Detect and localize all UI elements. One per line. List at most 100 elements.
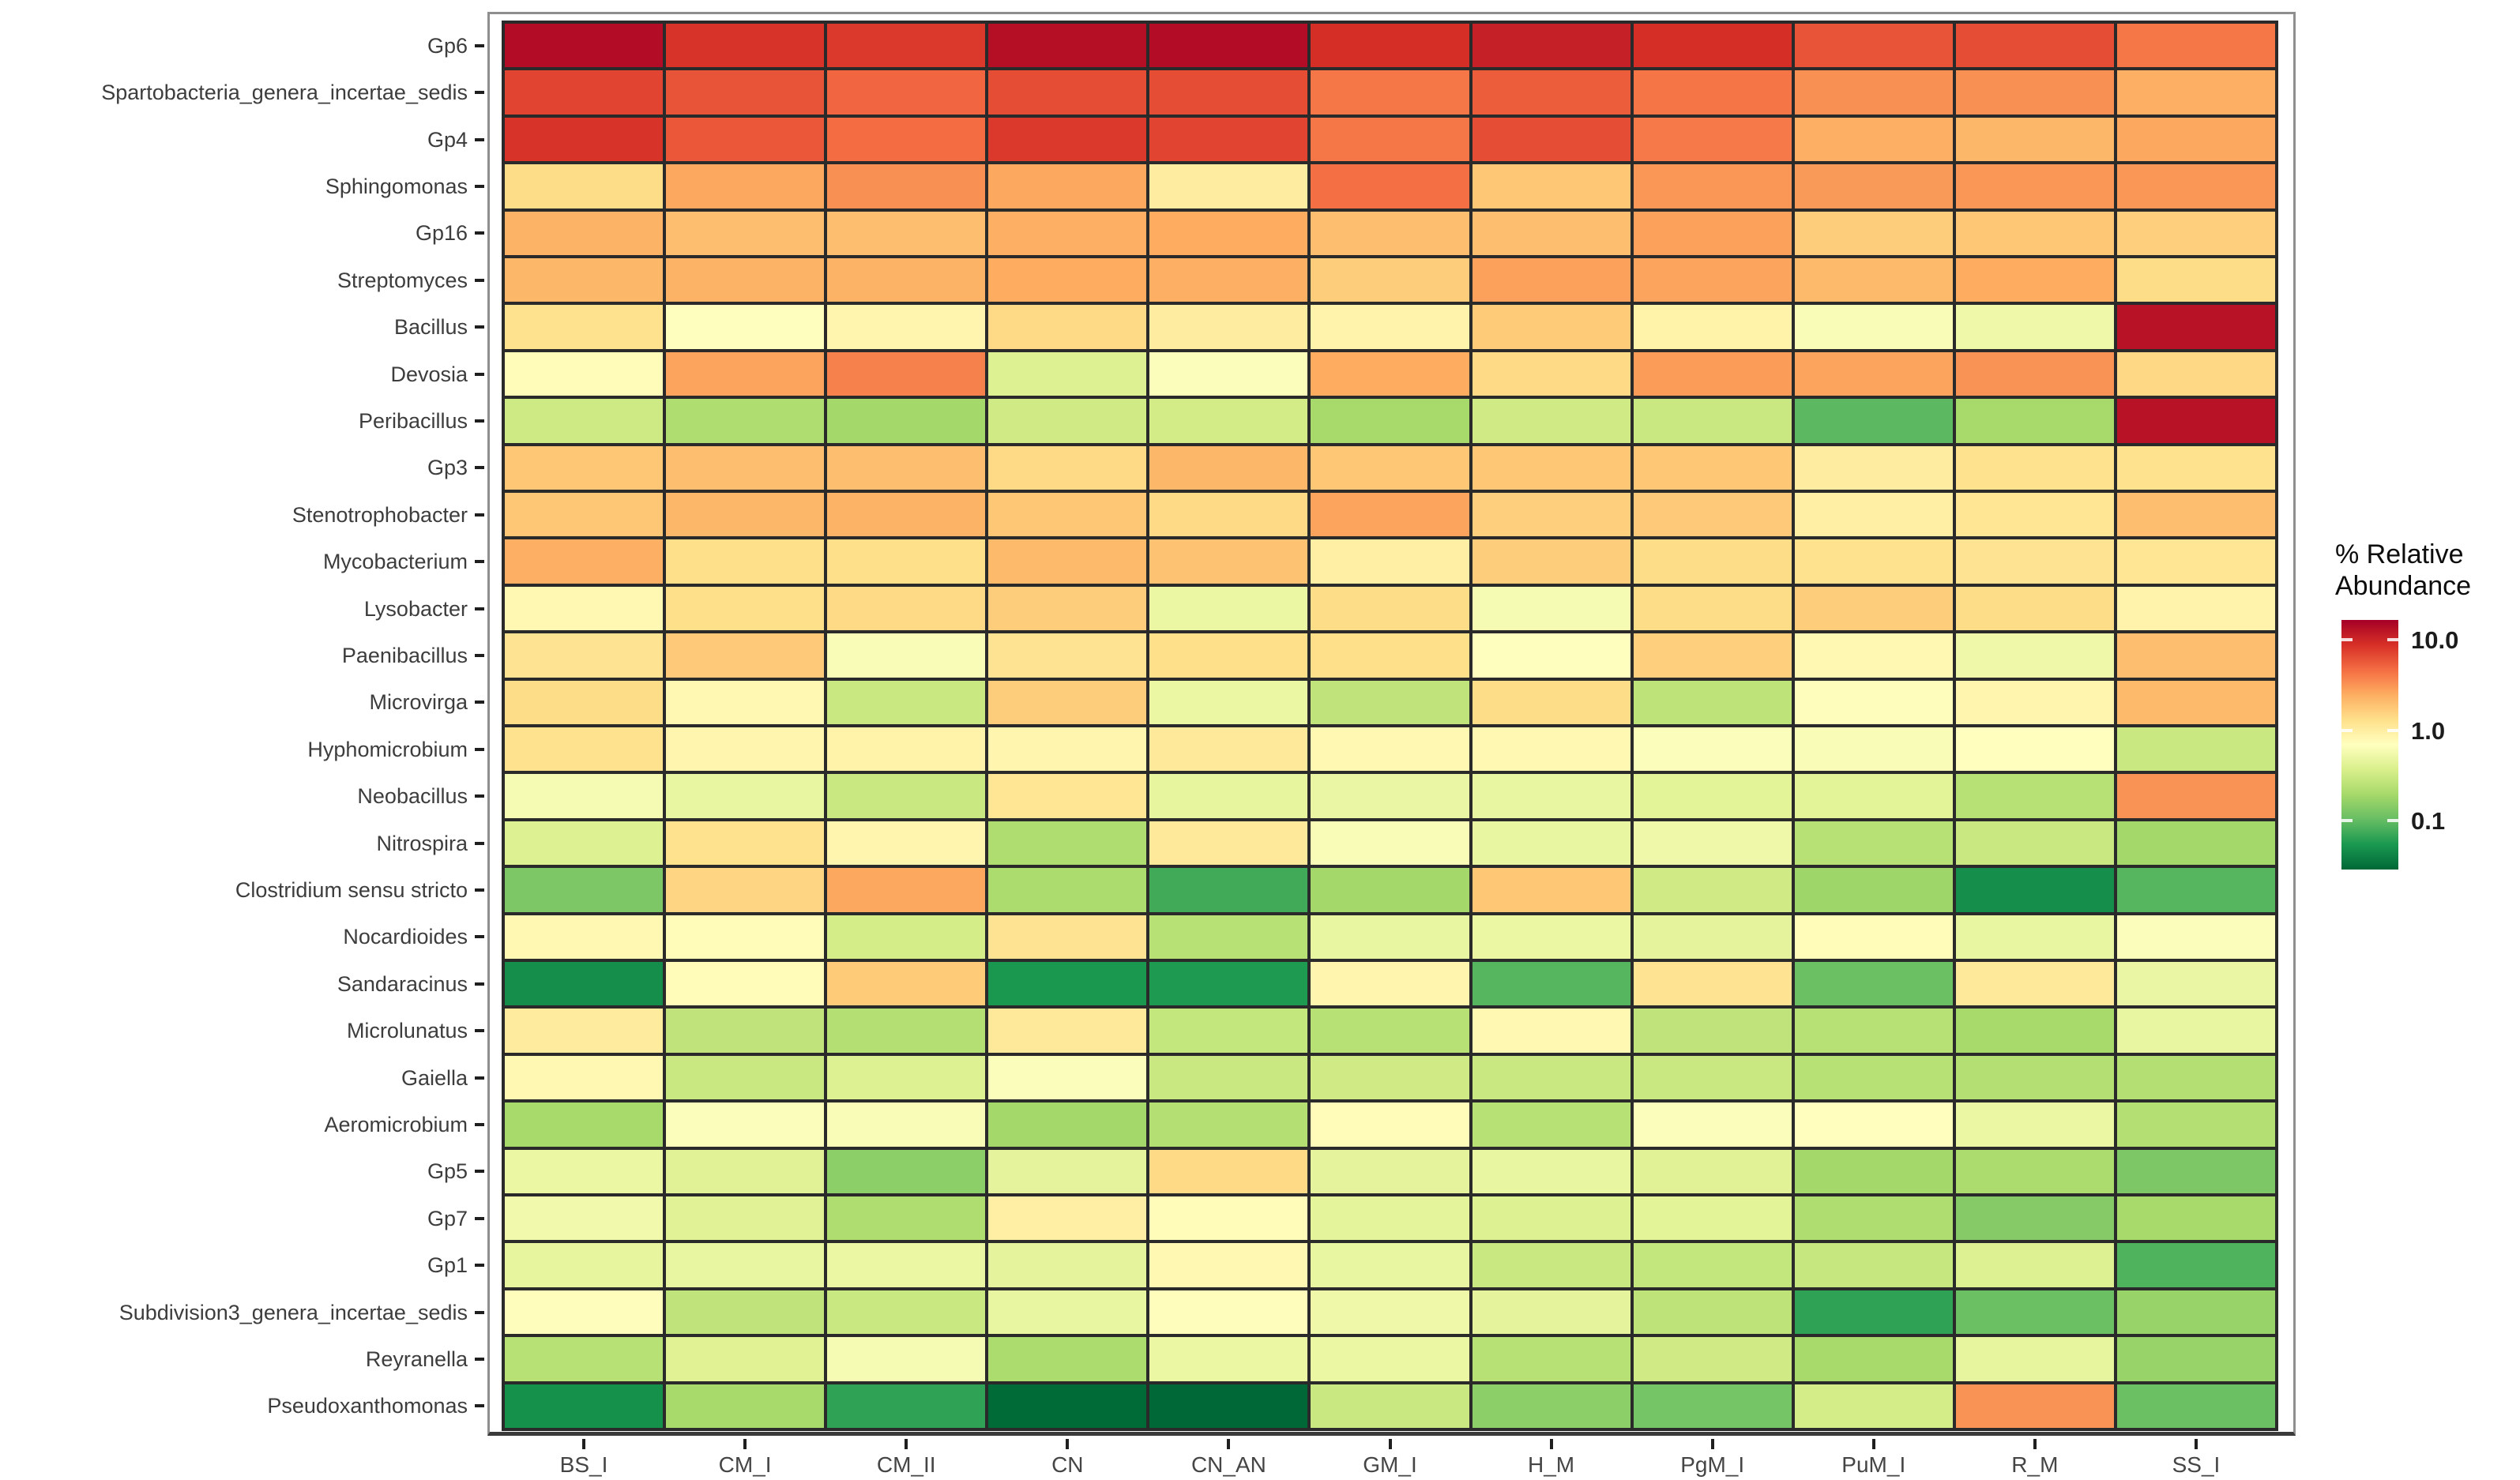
heatmap-cell [988,445,1147,490]
heatmap-cell [666,1290,825,1335]
heatmap-cell [988,493,1147,537]
y-axis-tick [475,794,484,798]
heatmap-cell [666,164,825,208]
heatmap-cell [666,727,825,772]
heatmap-cell [827,1102,986,1147]
heatmap-cell [827,70,986,115]
heatmap-cell [1794,1243,1953,1287]
heatmap-cell [1472,1384,1630,1428]
heatmap-cell [505,1055,664,1100]
x-axis-label: SS_I [2172,1452,2221,1477]
heatmap-cell [827,1196,986,1241]
heatmap-cell [666,633,825,678]
legend-colorbar [2341,620,2398,870]
x-axis-label: CM_I [718,1452,772,1477]
y-axis-tick [475,1357,484,1361]
heatmap-cell [1633,868,1792,912]
y-axis-label: Nitrospira [376,831,468,855]
heatmap-cell [2116,351,2275,396]
heatmap-cell [1311,164,1469,208]
heatmap-cell [1311,727,1469,772]
heatmap-cell [505,70,664,115]
heatmap-cell [1149,1290,1308,1335]
x-axis-label: CN [1051,1452,1084,1477]
heatmap-cell [2116,445,2275,490]
heatmap-cell [988,258,1147,302]
heatmap-cell [827,821,986,866]
heatmap-cell [827,305,986,349]
heatmap-cell [1311,1149,1469,1193]
heatmap-cell [1149,258,1308,302]
heatmap-cell [988,1290,1147,1335]
heatmap-cell [1149,164,1308,208]
heatmap-cell [1633,351,1792,396]
heatmap-cell [1794,1055,1953,1100]
y-axis-tick [475,1216,484,1220]
heatmap-cell [1794,633,1953,678]
heatmap-cell [505,680,664,724]
y-axis-tick [475,466,484,470]
x-axis-tick [1710,1439,1714,1449]
x-axis-tick [905,1439,908,1449]
heatmap-cell [2116,633,2275,678]
heatmap-cell [666,1149,825,1193]
heatmap-cell [2116,1149,2275,1193]
heatmap-cell [1149,305,1308,349]
heatmap-cell [666,493,825,537]
legend-tick-mark [2387,637,2398,641]
heatmap-cell [827,727,986,772]
heatmap-cell [1955,1149,2114,1193]
heatmap-cell [666,539,825,584]
y-axis-tick [475,701,484,704]
y-axis-tick [475,1404,484,1408]
x-axis-label: PgM_I [1680,1452,1745,1477]
heatmap-cell [988,821,1147,866]
x-axis-tick [1388,1439,1392,1449]
x-axis-label: GM_I [1363,1452,1417,1477]
heatmap-cell [2116,1196,2275,1241]
heatmap-cell [2116,1055,2275,1100]
heatmap-cell [505,539,664,584]
heatmap-cell [2116,774,2275,818]
heatmap-cell [666,962,825,1006]
heatmap-cell [1633,1384,1792,1428]
heatmap-cell [1955,117,2114,162]
y-axis-tick [475,888,484,892]
x-axis-tick [1549,1439,1553,1449]
heatmap-cell [1472,868,1630,912]
legend-tick-mark [2341,637,2353,641]
heatmap-cell [2116,399,2275,443]
heatmap-cell [1311,70,1469,115]
heatmap-cell [1472,164,1630,208]
heatmap-cell [505,1243,664,1287]
heatmap-cell [1955,962,2114,1006]
heatmap-cell [827,1009,986,1053]
heatmap-cell [988,915,1147,959]
heatmap-cell [2116,1384,2275,1428]
heatmap-cell [827,1243,986,1287]
heatmap-cell [666,117,825,162]
heatmap-cell [1149,962,1308,1006]
heatmap-cell [666,1009,825,1053]
heatmap-cell [666,211,825,255]
heatmap-cell [1794,821,1953,866]
heatmap-cell [1472,633,1630,678]
heatmap-cell [988,1009,1147,1053]
heatmap-cell [827,164,986,208]
heatmap-cell [1794,258,1953,302]
y-axis-label: Reyranella [365,1347,468,1371]
heatmap-cell [1794,1337,1953,1381]
heatmap-cell [2116,680,2275,724]
heatmap-cell [666,1384,825,1428]
y-axis-tick [475,43,484,47]
heatmap-cell [505,164,664,208]
heatmap-cell [1955,1243,2114,1287]
heatmap-cell [1794,164,1953,208]
heatmap-cell [505,915,664,959]
heatmap-cell [827,1384,986,1428]
heatmap-cell [2116,821,2275,866]
heatmap-cell [1633,821,1792,866]
y-axis-label: Spartobacteria_genera_incertae_sedis [101,81,468,105]
heatmap-cell [1472,493,1630,537]
heatmap-cell [666,1337,825,1381]
